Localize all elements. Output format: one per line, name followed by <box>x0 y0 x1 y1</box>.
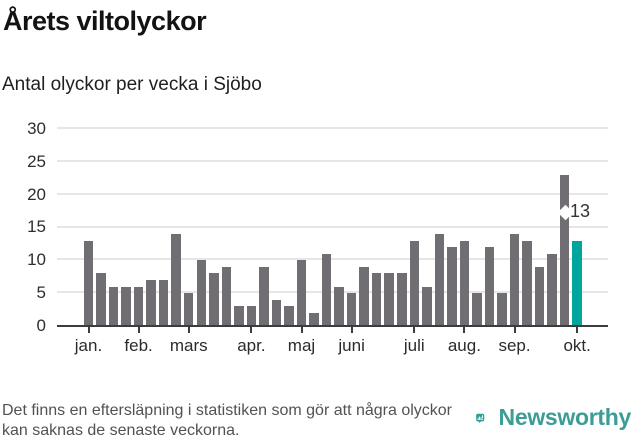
month-label: juni <box>338 336 365 355</box>
chart-title: Årets viltolyckor <box>3 6 207 36</box>
bar <box>321 253 332 326</box>
month-tick <box>250 327 253 333</box>
plot-area <box>57 126 608 326</box>
month-tick <box>137 327 140 333</box>
newsworthy-logo[interactable]: Newsworthy <box>476 402 631 436</box>
month-tick <box>187 327 190 333</box>
value-callout: 13 <box>570 201 591 221</box>
y-axis-label: 20 <box>27 184 46 204</box>
month-label: jan. <box>74 336 103 355</box>
month-label: juli <box>403 336 425 355</box>
month-label: apr. <box>237 336 266 355</box>
month-tick <box>576 327 579 333</box>
footnote: Det finns en eftersläpning i statistiken… <box>2 402 452 439</box>
gridline <box>57 192 608 195</box>
newsworthy-brand-text: Newsworthy <box>498 404 631 430</box>
bar <box>171 234 181 326</box>
bar <box>221 266 232 326</box>
bar <box>259 266 269 326</box>
bar <box>146 280 156 326</box>
bar <box>459 240 470 326</box>
bar <box>371 273 382 326</box>
bar <box>409 240 420 326</box>
bar <box>209 273 219 326</box>
bar <box>484 247 495 326</box>
chart-subtitle: Antal olyckor per vecka i Sjöbo <box>2 74 262 95</box>
bar <box>196 260 207 326</box>
bar <box>447 247 457 326</box>
bar <box>497 293 507 326</box>
bar <box>296 260 307 326</box>
month-tick <box>300 327 303 333</box>
bar <box>359 266 369 326</box>
bar <box>397 273 407 326</box>
bar <box>334 286 344 326</box>
y-axis-label: 30 <box>27 118 46 138</box>
month-tick <box>513 327 516 333</box>
month-tick <box>350 327 353 333</box>
gridline <box>57 258 608 261</box>
y-axis-label: 10 <box>27 250 46 270</box>
month-label: aug. <box>447 336 481 355</box>
x-axis-line <box>57 325 608 327</box>
gridline <box>57 225 608 228</box>
bar <box>183 293 194 326</box>
month-label: okt. <box>563 336 591 355</box>
month-label: feb. <box>124 336 153 355</box>
bar <box>384 273 394 326</box>
gridline <box>57 127 608 129</box>
gridline <box>57 159 608 162</box>
month-label: sep. <box>498 336 531 355</box>
bar <box>108 286 119 326</box>
y-axis-label: 15 <box>27 217 46 237</box>
bar <box>158 280 169 326</box>
bar <box>472 293 482 326</box>
y-axis-label: 0 <box>36 316 46 335</box>
bar <box>559 174 570 326</box>
bar <box>422 286 432 326</box>
bar <box>246 306 257 326</box>
month-tick <box>413 327 416 333</box>
y-axis-label: 5 <box>36 283 46 303</box>
month-tick <box>87 327 90 333</box>
month-tick <box>463 327 466 333</box>
bar <box>346 293 357 326</box>
bar <box>547 253 557 326</box>
bar <box>133 286 144 326</box>
highlighted-bar <box>572 240 582 326</box>
month-label: mars <box>169 336 208 355</box>
bar <box>271 299 282 326</box>
bar <box>522 240 532 326</box>
bar <box>96 273 106 326</box>
newsworthy-logo-icon <box>476 413 485 423</box>
bar <box>534 266 545 326</box>
bar <box>234 306 244 326</box>
gridline <box>57 291 608 294</box>
bar <box>284 306 294 326</box>
bar <box>309 312 319 326</box>
bar <box>83 240 94 326</box>
bar <box>121 286 131 326</box>
bar <box>509 234 520 326</box>
y-axis-label: 25 <box>27 151 46 171</box>
bar <box>434 234 445 326</box>
month-label: maj <box>287 336 316 355</box>
